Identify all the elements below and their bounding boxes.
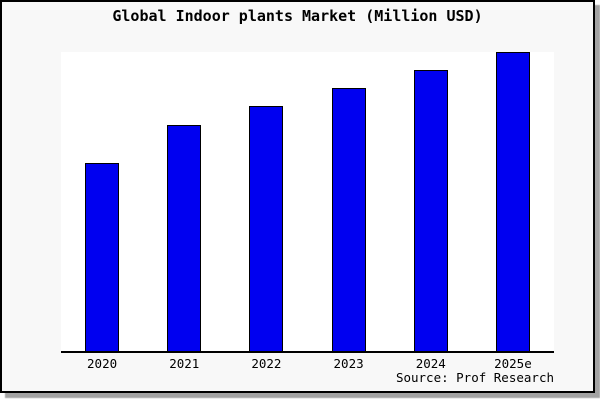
x-tick-label-2022: 2022 — [251, 356, 282, 371]
bar-2022 — [249, 106, 284, 351]
source-label: Source: Prof Research — [395, 370, 554, 385]
x-tick-label-2023: 2023 — [333, 356, 364, 371]
x-axis-labels: 2020 2021 2022 2023 2024 2025e — [61, 356, 554, 371]
chart-frame: Global Indoor plants Market (Million USD… — [0, 0, 595, 393]
bar-2021 — [167, 125, 202, 351]
bar-2024 — [413, 70, 448, 351]
bar-2020 — [85, 163, 120, 351]
x-tick-label-2020: 2020 — [87, 356, 118, 371]
x-tick-label-2021: 2021 — [169, 356, 200, 371]
chart-title: Global Indoor plants Market (Million USD… — [112, 7, 483, 25]
x-tick-label-2025e: 2025e — [494, 356, 532, 371]
bar-2025e — [495, 52, 530, 351]
x-tick-label-2024: 2024 — [415, 356, 446, 371]
plot-area — [61, 52, 554, 353]
bar-2023 — [331, 88, 366, 351]
